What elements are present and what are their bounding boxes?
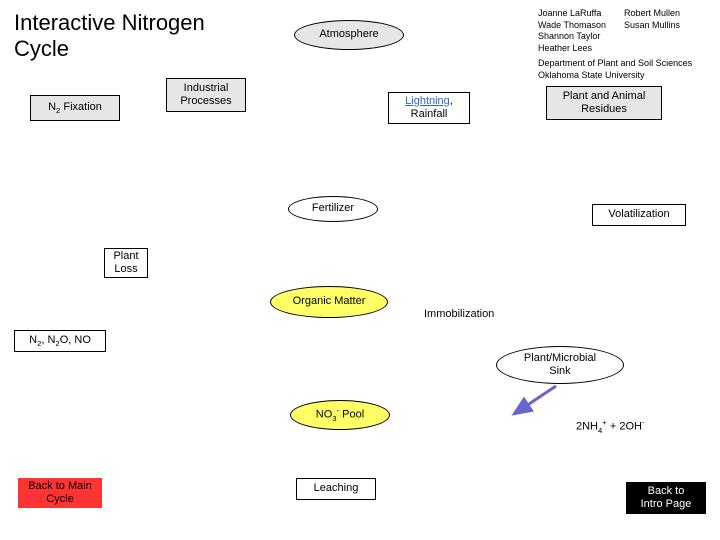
node-n2-fixation-label: N2 Fixation — [48, 101, 102, 115]
node-organic-label: Organic Matter — [293, 295, 366, 308]
node-lightning-rainfall[interactable]: Lightning,Rainfall — [388, 92, 470, 124]
node-fertilizer-label: Fertilizer — [312, 202, 354, 215]
node-leaching[interactable]: Leaching — [296, 478, 376, 500]
back-to-intro-page-button[interactable]: Back to Intro Page — [626, 482, 706, 514]
node-plant-microbial-sink[interactable]: Plant/Microbial Sink — [496, 346, 624, 384]
credits-col1: Joanne LaRuffa Wade Thomason Shannon Tay… — [538, 8, 606, 55]
back-to-main-cycle-button[interactable]: Back to Main Cycle — [18, 478, 102, 508]
node-volatilization-label: Volatilization — [608, 208, 669, 221]
node-plant-animal-residues[interactable]: Plant and Animal Residues — [546, 86, 662, 120]
node-atmosphere[interactable]: Atmosphere — [294, 20, 404, 50]
node-industrial-label: Industrial Processes — [180, 82, 231, 108]
node-residues-label: Plant and Animal Residues — [563, 90, 646, 116]
node-organic-matter[interactable]: Organic Matter — [270, 286, 388, 318]
credits-col2: Robert Mullen Susan Mullins — [624, 8, 680, 31]
node-atmosphere-label: Atmosphere — [319, 28, 378, 41]
node-no3pool-label: NO3- Pool — [316, 406, 364, 423]
node-fertilizer[interactable]: Fertilizer — [288, 196, 378, 222]
back-to-intro-label: Back to Intro Page — [641, 485, 692, 511]
page-title: Interactive Nitrogen Cycle — [14, 10, 205, 63]
node-leaching-label: Leaching — [314, 482, 359, 495]
department-text: Department of Plant and Soil Sciences Ok… — [538, 58, 692, 81]
node-sink-label: Plant/Microbial Sink — [524, 352, 596, 378]
node-n2-fixation[interactable]: N2 Fixation — [30, 95, 120, 121]
node-no3-pool[interactable]: NO3- Pool — [290, 400, 390, 430]
node-plant-loss[interactable]: Plant Loss — [104, 248, 148, 278]
node-plant-loss-label: Plant Loss — [113, 250, 138, 276]
node-n2-n2o-no[interactable]: N2, N2O, NO — [14, 330, 106, 352]
label-nh4-oh: 2NH4+ + 2OH- — [576, 418, 645, 435]
back-to-main-cycle-label: Back to Main Cycle — [28, 480, 92, 506]
node-n2n2ono-label: N2, N2O, NO — [29, 334, 91, 348]
label-immobilization: Immobilization — [424, 308, 494, 320]
node-volatilization[interactable]: Volatilization — [592, 204, 686, 226]
node-industrial-processes[interactable]: Industrial Processes — [166, 78, 246, 112]
node-lightning-label: Lightning,Rainfall — [405, 95, 453, 121]
